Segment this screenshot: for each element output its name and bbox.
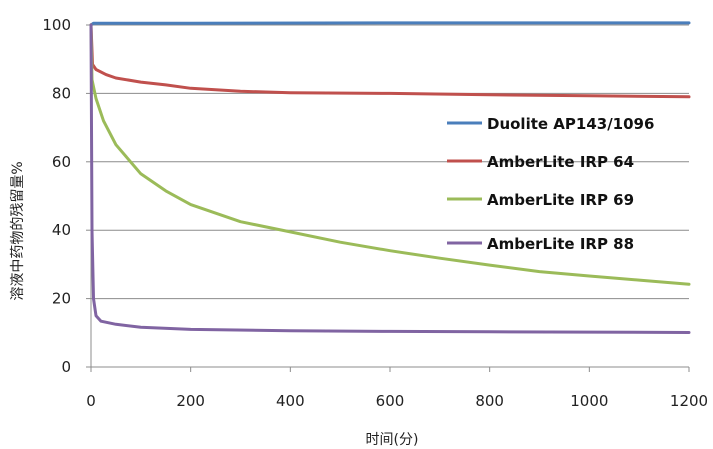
series-line-4	[89, 23, 691, 334]
y-tick-label: 60	[52, 153, 71, 171]
x-tick-label: 600	[376, 392, 405, 410]
y-tick-label: 0	[61, 358, 71, 376]
y-axis-title: 溶液中药物的残留量%	[10, 161, 26, 300]
legend-label-4: AmberLite IRP 88	[487, 235, 634, 253]
legend-label-1: Duolite AP143/1096	[487, 115, 654, 133]
legend-label-3: AmberLite IRP 69	[487, 191, 634, 209]
x-tick-label: 400	[276, 392, 305, 410]
y-tick-label: 20	[52, 290, 71, 308]
y-tick-label: 40	[52, 221, 71, 239]
x-tick-label: 1000	[570, 392, 608, 410]
series-line-1	[89, 21, 691, 27]
grid-lines	[91, 24, 689, 300]
series-line-3	[89, 23, 691, 286]
x-tick-label: 1200	[670, 392, 708, 410]
series-lines	[89, 21, 691, 334]
legend-label-2: AmberLite IRP 64	[487, 153, 634, 171]
y-tick-label: 80	[52, 84, 71, 102]
x-tick-label: 0	[86, 392, 96, 410]
series-line-2	[89, 23, 691, 99]
x-axis-title: 时间(分)	[366, 432, 419, 448]
x-tick-label: 200	[176, 392, 205, 410]
y-tick-label: 100	[42, 16, 71, 34]
x-tick-label: 800	[475, 392, 504, 410]
legend: Duolite AP143/1096 AmberLite IRP 64 AmberL…	[447, 115, 654, 253]
